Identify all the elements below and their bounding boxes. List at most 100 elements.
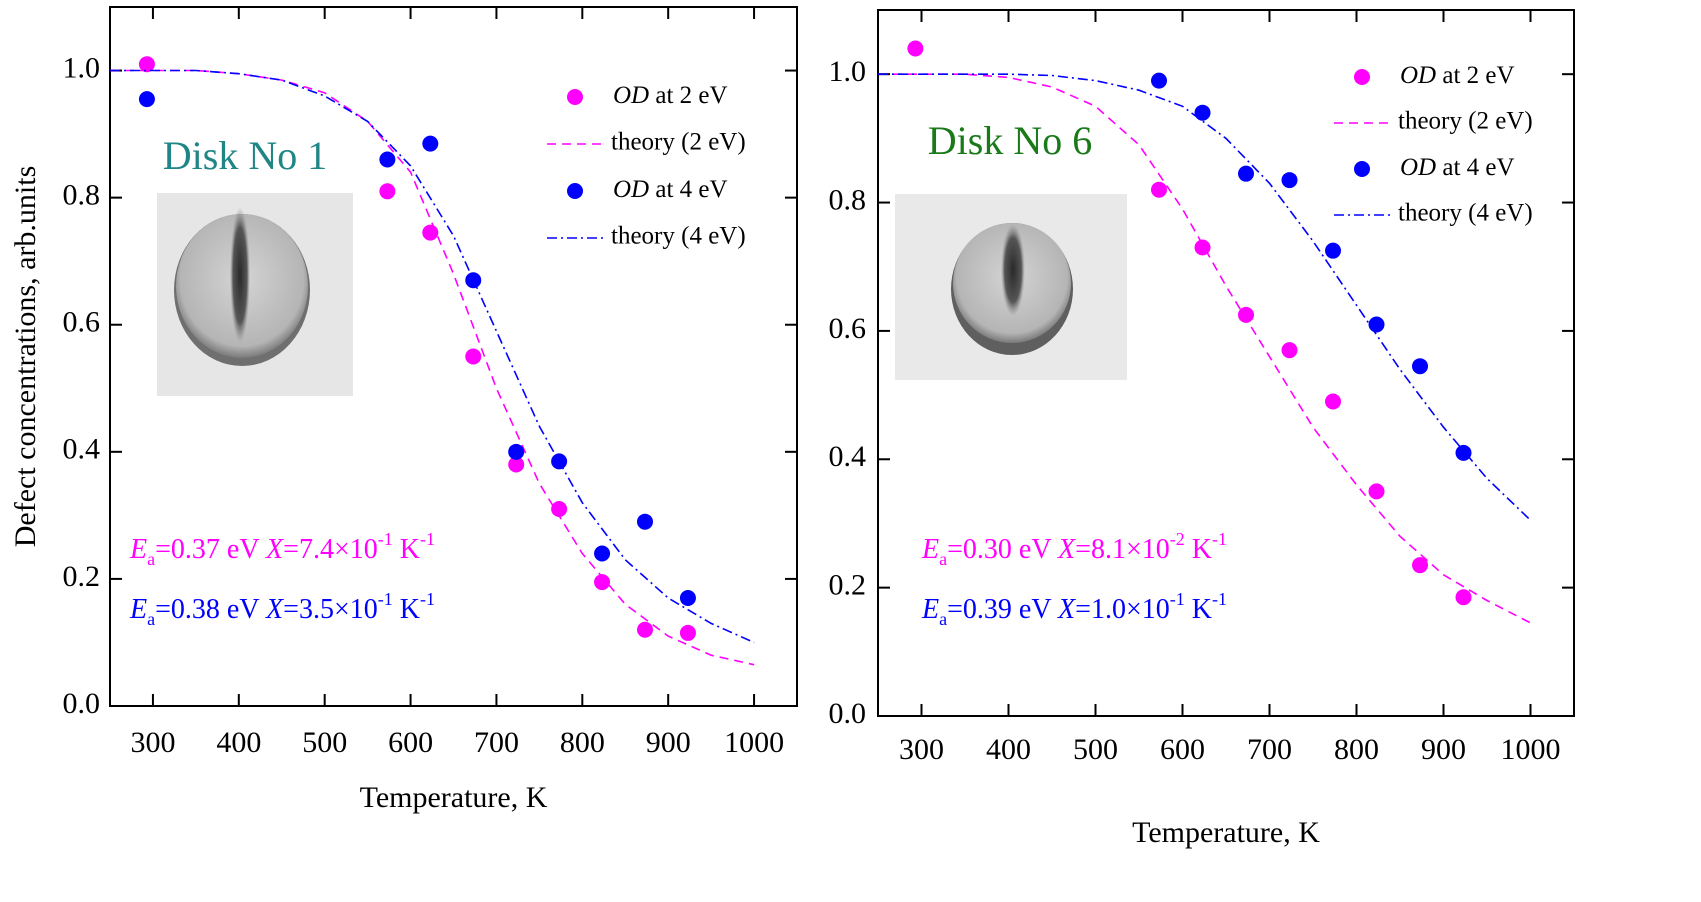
data-point [1455, 589, 1472, 606]
data-point [422, 224, 439, 241]
y-axis-label: Defect concentrations, arb.units [9, 166, 42, 548]
x-tick-label: 700 [474, 726, 519, 759]
equation: Ea=0.37 eV X=7.4×10-1 K-1 [129, 529, 435, 569]
x-tick-label: 300 [899, 733, 944, 766]
x-tick-label: 300 [130, 726, 175, 759]
equation-part: K [393, 594, 420, 625]
x-axis-label: Temperature, K [1132, 816, 1320, 849]
equation-part: a [939, 609, 947, 629]
equation-part: E [129, 534, 147, 565]
equation-part: -1 [420, 529, 435, 549]
data-point [679, 624, 696, 641]
equation-part: K [1185, 594, 1212, 625]
legend-label: OD at 2 eV [1400, 62, 1515, 89]
legend-swatch [1354, 69, 1370, 85]
data-point [1281, 342, 1298, 359]
data-point [594, 545, 611, 562]
data-point [465, 348, 482, 365]
data-point [907, 40, 924, 57]
equation-part: =0.38 eV [155, 594, 266, 625]
x-tick-label: 600 [388, 726, 433, 759]
y-tick-label: 0.0 [829, 697, 867, 730]
x-tick-label: 800 [1334, 733, 1379, 766]
data-point [1325, 242, 1342, 259]
equation-part: E [921, 534, 939, 565]
equation-part: =3.5×10 [283, 594, 378, 625]
data-point [1238, 165, 1255, 182]
y-tick-label: 1.0 [63, 51, 101, 84]
equation-part: =0.37 eV [155, 534, 266, 565]
equation-part: a [939, 549, 947, 569]
data-point [1325, 393, 1342, 410]
equation-part: a [147, 549, 155, 569]
panel: 300 400 500 600 700 800 900 1000 0.0 0.2 0.4 0.6 0.8… [829, 9, 1575, 849]
data-point [1281, 172, 1298, 189]
data-point [138, 91, 155, 108]
data-point [594, 574, 611, 591]
data-point [1238, 306, 1255, 323]
y-tick-label: 0.6 [829, 312, 867, 345]
data-point [508, 456, 525, 473]
equation-part: =1.0×10 [1075, 594, 1170, 625]
x-tick-label: 900 [646, 726, 691, 759]
equation-part: K [1185, 534, 1212, 565]
equation-part: =0.39 eV [947, 594, 1058, 625]
plot-frame [109, 6, 798, 707]
data-point [637, 513, 654, 530]
legend-swatch [1354, 161, 1370, 177]
x-axis-label: Temperature, K [360, 781, 548, 814]
data-point [1194, 104, 1211, 121]
equation-part: X [265, 534, 284, 565]
data-point [1455, 444, 1472, 461]
plot-frame [877, 9, 1575, 717]
equation-part: X [1057, 534, 1076, 565]
x-tick-label: 400 [986, 733, 1031, 766]
equation-part: =8.1×10 [1075, 534, 1170, 565]
y-tick-label: 0.4 [63, 433, 101, 466]
y-tick-label: 0.2 [829, 569, 867, 602]
y-tick-label: 0.2 [63, 560, 101, 593]
equation-part: =0.30 eV [947, 534, 1058, 565]
data-point [508, 443, 525, 460]
x-tick-label: 400 [216, 726, 261, 759]
y-tick-label: 0.8 [829, 183, 867, 216]
y-tick-label: 1.0 [829, 55, 867, 88]
equation-part: -1 [420, 589, 435, 609]
equation-part: =7.4×10 [283, 534, 378, 565]
equation-part: -1 [378, 529, 393, 549]
legend-label: OD at 2 eV [613, 82, 728, 109]
panel: 300 400 500 600 700 800 900 1000 0.0 0.2 0.4 0.6 0.8… [9, 6, 798, 814]
y-tick-label: 0.8 [63, 179, 101, 212]
data-point [551, 501, 568, 518]
legend-swatch [567, 183, 583, 199]
data-point [1151, 72, 1168, 89]
data-point [1412, 557, 1429, 574]
inset-photo [895, 194, 1127, 380]
y-tick-label: 0.6 [63, 306, 101, 339]
data-point [1368, 316, 1385, 333]
equation-part: E [921, 594, 939, 625]
equation-part: K [393, 534, 420, 565]
y-tick-label: 0.4 [829, 440, 867, 473]
data-point [1412, 358, 1429, 375]
legend-label: OD at 4 eV [613, 176, 728, 203]
equation-part: E [129, 594, 147, 625]
theory-curve [878, 73, 1531, 624]
equation-part: -1 [1212, 589, 1227, 609]
inset-photo [157, 193, 353, 396]
x-tick-label: 800 [560, 726, 605, 759]
theory-curve [110, 69, 755, 644]
data-point [637, 621, 654, 638]
x-tick-label: 1000 [1501, 733, 1561, 766]
equation: Ea=0.30 eV X=8.1×10-2 K-1 [921, 529, 1227, 569]
x-tick-label: 500 [1073, 733, 1118, 766]
y-tick-label: 0.0 [63, 687, 101, 720]
data-point [422, 135, 439, 152]
legend-label: theory (4 eV) [1398, 200, 1533, 227]
equation-part: X [1057, 594, 1076, 625]
equation-part: -2 [1170, 529, 1185, 549]
x-tick-label: 500 [302, 726, 347, 759]
disk-label: Disk No 6 [928, 118, 1092, 163]
x-tick-label: 600 [1160, 733, 1205, 766]
